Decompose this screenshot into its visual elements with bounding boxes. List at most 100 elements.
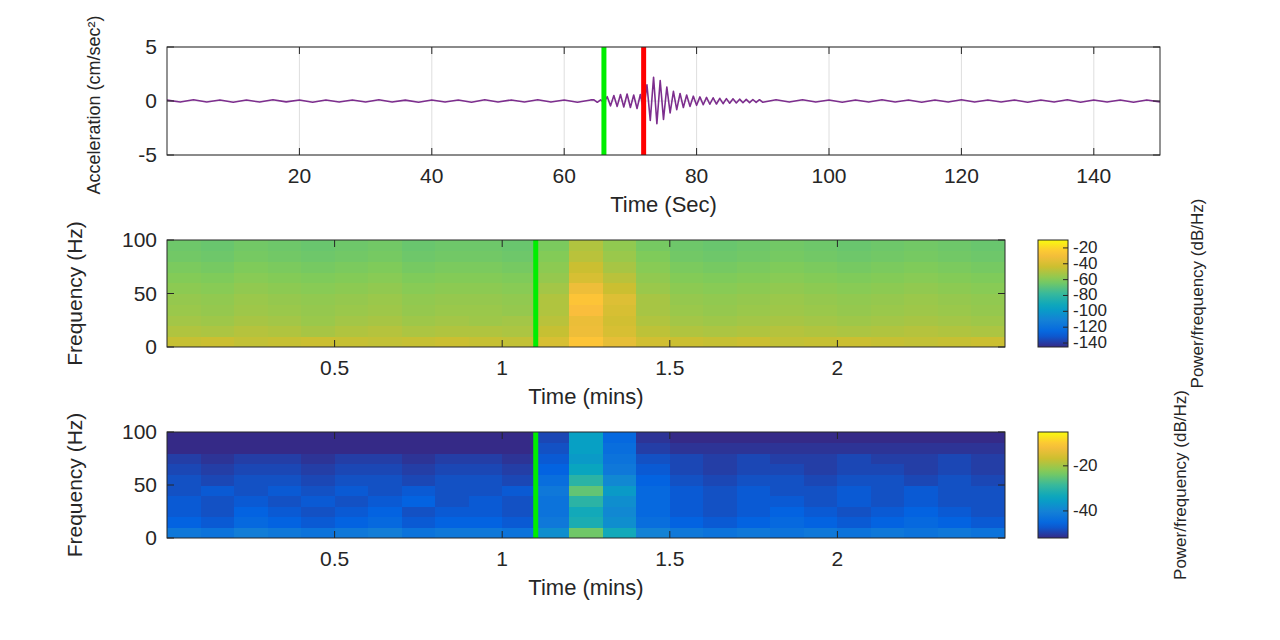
heat-cell (804, 283, 838, 294)
heat-cell (938, 326, 972, 337)
heat-cell (268, 261, 302, 272)
y-tick-label: 100 (122, 420, 157, 443)
heat-cell (938, 336, 972, 347)
heat-cell (301, 474, 335, 485)
heat-cell (402, 453, 436, 464)
heat-cell (268, 496, 302, 507)
x-tick (669, 432, 670, 439)
heat-cell (402, 432, 436, 443)
heat-cell (335, 432, 369, 443)
heat-cell (703, 283, 737, 294)
heat-cell (469, 453, 503, 464)
figure: 20406080100120140-505Time (Sec)Accelerat… (0, 0, 1280, 640)
heat-cell (971, 240, 1005, 251)
x-tick (669, 240, 670, 247)
y-tick-label: 0 (145, 89, 157, 112)
heat-cell (837, 315, 871, 326)
heat-cell (301, 326, 335, 337)
heat-cell (670, 506, 704, 517)
heat-cell (301, 251, 335, 262)
y-tick (998, 293, 1005, 294)
heat-cell (938, 453, 972, 464)
heat-cell (335, 464, 369, 475)
heat-cell (368, 527, 402, 538)
heat-cell (234, 240, 268, 251)
heat-cell (904, 517, 938, 528)
heat-cell (301, 443, 335, 454)
heat-cell (268, 304, 302, 315)
x-tick (334, 240, 335, 247)
heat-cell (837, 304, 871, 315)
heat-cell (502, 294, 536, 305)
heat-cell (268, 240, 302, 251)
heat-cell (703, 453, 737, 464)
heat-cell (971, 315, 1005, 326)
heat-cell (737, 517, 771, 528)
heat-cell (904, 432, 938, 443)
x-tick-label: 2 (832, 547, 844, 570)
heat-cell (335, 272, 369, 283)
heat-cell (469, 326, 503, 337)
heat-cell (938, 283, 972, 294)
heat-cell (904, 272, 938, 283)
heat-cell (603, 496, 637, 507)
heat-cell (904, 464, 938, 475)
heat-cell (904, 315, 938, 326)
heat-cell (603, 443, 637, 454)
heat-cell (837, 432, 871, 443)
heat-cell (268, 527, 302, 538)
heat-cell (335, 474, 369, 485)
heat-cell (301, 527, 335, 538)
heat-cell (536, 496, 570, 507)
heat-cell (636, 261, 670, 272)
colorbar-tick (1063, 263, 1068, 264)
heat-cell (435, 283, 469, 294)
heat-cell (904, 443, 938, 454)
x-tick (431, 148, 432, 155)
heat-cell (469, 315, 503, 326)
heat-cell (234, 474, 268, 485)
heat-cell (402, 464, 436, 475)
heat-cell (502, 251, 536, 262)
heat-cell (368, 506, 402, 517)
y-tick (167, 155, 174, 156)
heat-cell (904, 527, 938, 538)
heat-cell (201, 304, 235, 315)
heat-cell (402, 326, 436, 337)
heat-cell (871, 294, 905, 305)
heat-cell (502, 485, 536, 496)
colorbar-tick (1063, 295, 1068, 296)
heat-cell (636, 240, 670, 251)
heat-cell (904, 304, 938, 315)
heat-cell (837, 261, 871, 272)
heat-cell (536, 304, 570, 315)
heat-cell (167, 272, 201, 283)
heat-cell (167, 294, 201, 305)
heat-cell (167, 326, 201, 337)
y-tick (167, 240, 174, 241)
heat-cell (435, 443, 469, 454)
x-tick (431, 47, 432, 54)
heat-cell (469, 527, 503, 538)
heat-cell (871, 453, 905, 464)
heat-cell (670, 517, 704, 528)
heat-cell (770, 251, 804, 262)
heat-cell (737, 326, 771, 337)
heat-cell (938, 506, 972, 517)
x-tick-label: 1.5 (655, 547, 684, 570)
heat-cell (335, 517, 369, 528)
plot-frame (167, 240, 1005, 347)
y-tick-label: 0 (145, 526, 157, 549)
heat-cell (368, 464, 402, 475)
heat-cell (368, 272, 402, 283)
heat-cell (502, 283, 536, 294)
heat-cell (234, 261, 268, 272)
heat-cell (971, 294, 1005, 305)
heat-cell (670, 453, 704, 464)
colorbar-tick (1063, 465, 1068, 466)
y-tick (167, 101, 174, 102)
heat-cell (201, 432, 235, 443)
heat-cell (569, 272, 603, 283)
heat-cell (871, 336, 905, 347)
heat-cell (603, 527, 637, 538)
